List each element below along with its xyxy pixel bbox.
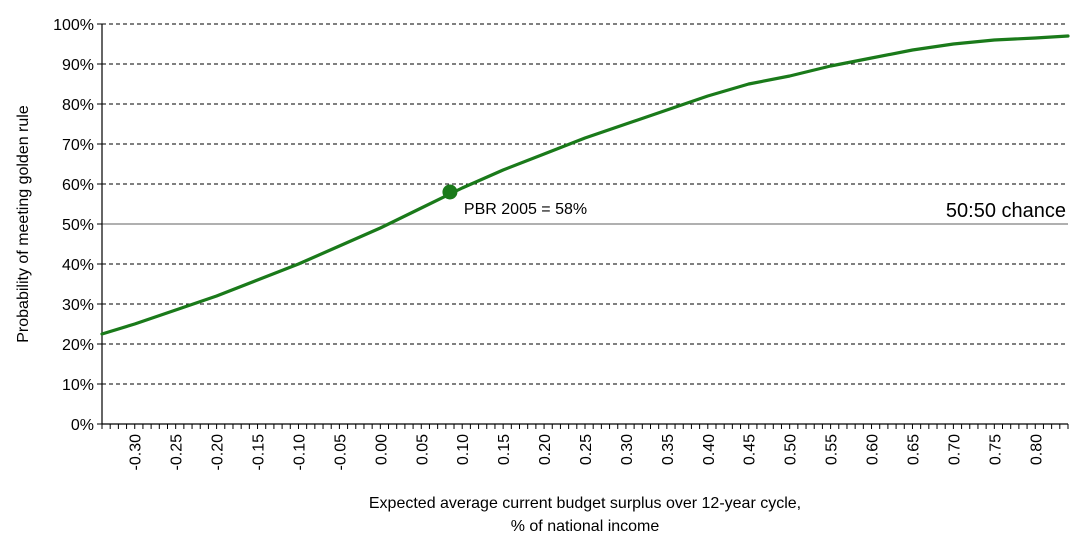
highlight-point	[442, 184, 458, 200]
x-axis-label-line1: Expected average current budget surplus …	[369, 495, 801, 512]
y-tick-label: 90%	[62, 57, 94, 74]
y-tick-label: 10%	[62, 377, 94, 394]
x-tick-label: -0.20	[210, 434, 227, 471]
x-tick-label: 0.80	[1028, 434, 1045, 465]
x-tick-label: 0.60	[865, 434, 882, 465]
y-tick-label: 60%	[62, 177, 94, 194]
y-axis-label: Probability of meeting golden rule	[15, 105, 32, 343]
y-tick-label: 0%	[71, 417, 94, 434]
x-tick-label: 0.05	[414, 434, 431, 465]
x-tick-label: 0.65	[905, 434, 922, 465]
x-tick-label: 0.25	[578, 434, 595, 465]
y-tick-label: 50%	[62, 217, 94, 234]
x-tick-labels: -0.30 -0.25 -0.20 -0.15 -0.10 -0.05 0.00 0.05 0.…	[128, 434, 1046, 471]
reference-line-label: 50:50 chance	[946, 200, 1066, 222]
x-tick-label: -0.05	[332, 434, 349, 471]
x-tick-label: 0.45	[742, 434, 759, 465]
x-tick-label: 0.75	[987, 434, 1004, 465]
x-tick-label: 0.00	[373, 434, 390, 465]
series-line	[100, 34, 1070, 336]
x-tick-label: 0.55	[824, 434, 841, 465]
x-tick-label: 0.15	[496, 434, 513, 465]
y-tick-label: 40%	[62, 257, 94, 274]
axes	[97, 23, 1069, 429]
x-tick-label: -0.10	[291, 434, 308, 471]
x-tick-label: 0.10	[455, 434, 472, 465]
x-tick-label: 0.30	[619, 434, 636, 465]
y-tick-label: 20%	[62, 337, 94, 354]
y-tick-label: 80%	[62, 97, 94, 114]
x-tick-label: -0.30	[128, 434, 145, 471]
y-tick-label: 100%	[53, 17, 94, 34]
x-tick-label: 0.20	[537, 434, 554, 465]
x-tick-label: 0.50	[783, 434, 800, 465]
highlight-label: PBR 2005 = 58%	[464, 201, 587, 218]
x-axis-label-line2: % of national income	[511, 518, 660, 535]
x-tick-label: 0.40	[701, 434, 718, 465]
x-tick-label: -0.15	[251, 434, 268, 471]
x-tick-label: -0.25	[169, 434, 186, 471]
y-tick-label: 70%	[62, 137, 94, 154]
x-tick-label: 0.35	[660, 434, 677, 465]
y-tick-labels: 0% 10% 20% 30% 40% 50% 60% 70% 80% 90% 100%	[53, 17, 94, 434]
x-tick-label: 0.70	[946, 434, 963, 465]
y-tick-label: 30%	[62, 297, 94, 314]
gridlines	[102, 23, 1068, 385]
